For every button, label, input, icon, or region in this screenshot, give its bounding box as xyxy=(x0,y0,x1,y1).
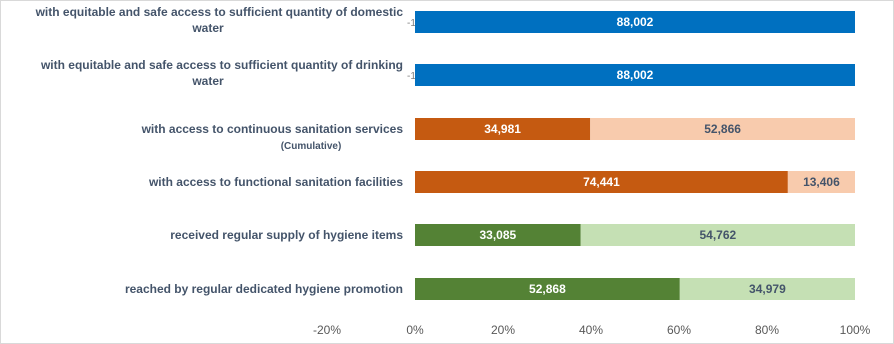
bar-value-label: 34,979 xyxy=(749,282,786,296)
bar-value-label: 52,866 xyxy=(704,122,741,136)
bar-segment xyxy=(580,224,855,246)
bar-segment xyxy=(415,278,680,300)
bar-segment xyxy=(415,64,855,86)
category-label: received regular supply of hygiene items xyxy=(170,228,403,242)
x-tick-label: 100% xyxy=(840,323,871,337)
x-tick-label: 80% xyxy=(755,323,779,337)
x-tick-label: 60% xyxy=(667,323,691,337)
category-label: water xyxy=(191,74,224,88)
bar-segment xyxy=(415,11,855,33)
category-label: with access to continuous sanitation ser… xyxy=(141,122,404,136)
category-label: with equitable and safe access to suffic… xyxy=(40,58,403,72)
category-label: with access to functional sanitation fac… xyxy=(148,175,403,189)
bar-value-label: 88,002 xyxy=(617,68,654,82)
x-tick-label: 0% xyxy=(406,323,424,337)
x-tick-label: -20% xyxy=(313,323,341,337)
bar-value-label: 54,762 xyxy=(700,228,737,242)
category-label: with equitable and safe access to suffic… xyxy=(35,5,404,19)
bar-value-label: 34,981 xyxy=(484,122,521,136)
category-label: reached by regular dedicated hygiene pro… xyxy=(125,282,403,296)
bar-value-label: 88,002 xyxy=(617,15,654,29)
x-tick-label: 20% xyxy=(491,323,515,337)
bar-value-label: 13,406 xyxy=(803,175,840,189)
bar-segment xyxy=(590,118,855,140)
bar-segment xyxy=(415,171,788,193)
bar-segment xyxy=(679,278,855,300)
bar-segment xyxy=(787,171,855,193)
bar-value-label: 74,441 xyxy=(583,175,620,189)
bar-value-label: 52,868 xyxy=(529,282,566,296)
category-label: water xyxy=(191,21,224,35)
bar-value-label: 33,085 xyxy=(480,228,517,242)
x-tick-label: 40% xyxy=(579,323,603,337)
category-sublabel: (Cumulative) xyxy=(281,141,342,152)
bar-segment xyxy=(415,118,591,140)
bar-segment xyxy=(415,224,581,246)
